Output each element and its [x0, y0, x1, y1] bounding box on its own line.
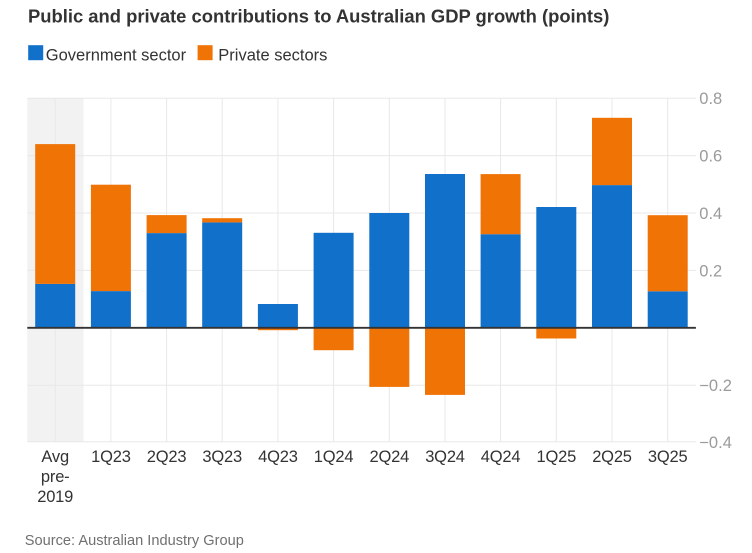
svg-text:3Q24: 3Q24 [425, 448, 465, 466]
svg-text:1Q25: 1Q25 [537, 448, 577, 466]
svg-text:1Q24: 1Q24 [314, 448, 354, 466]
svg-text:Source: Australian Industry Gr: Source: Australian Industry Group [25, 533, 244, 549]
svg-text:−0.4: −0.4 [699, 434, 732, 452]
svg-text:0.2: 0.2 [699, 262, 722, 280]
svg-text:3Q25: 3Q25 [648, 448, 688, 466]
svg-text:2019: 2019 [37, 488, 73, 506]
svg-text:0.8: 0.8 [699, 90, 722, 108]
svg-text:Government sector: Government sector [46, 46, 187, 64]
svg-text:4Q23: 4Q23 [258, 448, 298, 466]
svg-text:2Q23: 2Q23 [147, 448, 187, 466]
svg-text:Avg: Avg [41, 448, 69, 466]
svg-text:Public and private contributio: Public and private contributions to Aust… [28, 6, 609, 27]
svg-text:−0.2: −0.2 [699, 377, 732, 395]
svg-text:Private sectors: Private sectors [218, 46, 327, 64]
svg-text:2Q24: 2Q24 [370, 448, 410, 466]
svg-text:pre-: pre- [41, 468, 70, 486]
svg-text:0.4: 0.4 [699, 205, 722, 223]
svg-text:0.6: 0.6 [699, 148, 722, 166]
svg-text:1Q23: 1Q23 [91, 448, 131, 466]
svg-text:3Q23: 3Q23 [202, 448, 242, 466]
svg-text:4Q24: 4Q24 [481, 448, 521, 466]
svg-text:2Q25: 2Q25 [592, 448, 632, 466]
